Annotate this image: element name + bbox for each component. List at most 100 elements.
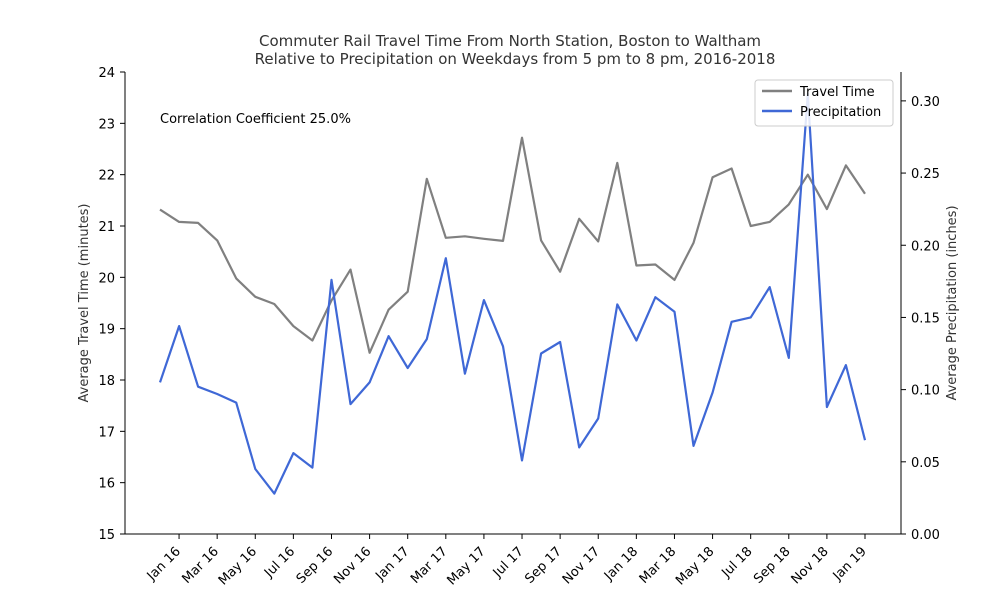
- legend: Travel Time Precipitation: [754, 79, 894, 127]
- left-y-tick-label: 24: [98, 66, 115, 81]
- data-point-precipitation: [579, 447, 580, 448]
- right-y-tick-label: 0.25: [911, 167, 940, 182]
- x-tick-label: Jan 16: [144, 544, 184, 584]
- data-point-travel-time: [407, 291, 408, 292]
- data-point-precipitation: [312, 467, 313, 468]
- data-point-travel-time: [807, 174, 808, 175]
- left-y-tick-label: 17: [98, 425, 115, 440]
- data-point-travel-time: [560, 271, 561, 272]
- series-line-travel-time: [159, 136, 866, 354]
- data-point-precipitation: [845, 364, 846, 365]
- data-point-travel-time: [540, 240, 541, 241]
- data-point-precipitation: [788, 357, 789, 358]
- x-tick-label: Jul 18: [718, 544, 755, 581]
- data-point-precipitation: [407, 367, 408, 368]
- data-point-precipitation: [674, 311, 675, 312]
- x-tick-label: Mar 16: [179, 544, 222, 587]
- data-point-precipitation: [864, 440, 865, 441]
- x-tick-label: Mar 18: [637, 544, 680, 587]
- data-point-travel-time: [617, 162, 618, 163]
- data-point-precipitation: [769, 287, 770, 288]
- x-tick-label: Nov 17: [560, 544, 603, 587]
- data-point-travel-time: [445, 237, 446, 238]
- data-point-precipitation: [369, 382, 370, 383]
- chart-title: Commuter Rail Travel Time From North Sta…: [259, 32, 761, 50]
- data-point-travel-time: [350, 269, 351, 270]
- data-point-precipitation: [426, 338, 427, 339]
- data-point-travel-time: [236, 278, 237, 279]
- x-tick-label: Jan 18: [601, 544, 641, 584]
- x-tick-label: Sep 18: [751, 544, 794, 587]
- left-y-tick-label: 16: [98, 477, 115, 492]
- data-point-travel-time: [845, 165, 846, 166]
- data-point-precipitation: [483, 300, 484, 301]
- right-y-tick-label: 0.10: [911, 384, 940, 399]
- data-point-precipitation: [617, 304, 618, 305]
- y-axis-label: Average Travel Time (minutes): [77, 203, 92, 402]
- data-point-precipitation: [560, 341, 561, 342]
- data-point-travel-time: [464, 236, 465, 237]
- data-point-precipitation: [178, 326, 179, 327]
- data-point-precipitation: [293, 453, 294, 454]
- data-point-travel-time: [579, 218, 580, 219]
- right-y-ticks: 0.00 0.05 0.10 0.15 0.20 0.25 0.30: [901, 95, 940, 543]
- right-y-tick-label: 0.20: [911, 239, 940, 254]
- data-point-travel-time: [369, 352, 370, 353]
- x-tick-label: May 18: [673, 544, 717, 588]
- data-point-travel-time: [750, 225, 751, 226]
- data-point-travel-time: [655, 264, 656, 265]
- data-point-travel-time: [274, 303, 275, 304]
- data-point-precipitation: [445, 258, 446, 259]
- series-line-precipitation: [158, 92, 867, 495]
- data-point-precipitation: [712, 392, 713, 393]
- data-point-travel-time: [217, 240, 218, 241]
- left-y-tick-label: 23: [98, 117, 115, 132]
- x-tick-label: Nov 16: [331, 544, 374, 587]
- x-tick-label: Jul 16: [261, 544, 298, 581]
- data-point-precipitation: [255, 468, 256, 469]
- data-point-travel-time: [312, 340, 313, 341]
- data-point-travel-time: [521, 137, 522, 138]
- data-point-travel-time: [483, 238, 484, 239]
- right-y-tick-label: 0.30: [911, 95, 940, 110]
- data-point-precipitation: [236, 402, 237, 403]
- left-y-tick-label: 20: [98, 271, 115, 286]
- data-point-precipitation: [655, 297, 656, 298]
- data-point-precipitation: [350, 403, 351, 404]
- data-point-precipitation: [750, 317, 751, 318]
- left-y-tick-label: 15: [98, 528, 115, 543]
- series-lines: [158, 92, 867, 495]
- data-point-travel-time: [159, 209, 160, 210]
- data-point-precipitation: [731, 321, 732, 322]
- x-tick-label: Jan 19: [830, 544, 870, 584]
- x-tick-label: Nov 18: [789, 544, 832, 587]
- data-point-precipitation: [826, 406, 827, 407]
- data-point-precipitation: [198, 386, 199, 387]
- data-point-precipitation: [540, 353, 541, 354]
- data-point-precipitation: [388, 336, 389, 337]
- data-point-travel-time: [674, 279, 675, 280]
- left-y-tick-label: 22: [98, 169, 115, 184]
- data-point-precipitation: [636, 340, 637, 341]
- data-point-travel-time: [388, 309, 389, 310]
- data-point-travel-time: [502, 240, 503, 241]
- left-y-tick-label: 21: [98, 220, 115, 235]
- data-point-travel-time: [598, 241, 599, 242]
- right-y-tick-label: 0.05: [911, 456, 940, 471]
- right-y-tick-label: 0.15: [911, 311, 940, 326]
- x-tick-label: Mar 17: [408, 544, 451, 587]
- correlation-annotation: Correlation Coefficient 25.0%: [160, 112, 351, 127]
- data-point-travel-time: [178, 221, 179, 222]
- right-y-tick-label: 0.00: [911, 528, 940, 543]
- x-tick-label: Jan 17: [372, 544, 412, 584]
- data-point-precipitation: [274, 493, 275, 494]
- data-point-travel-time: [731, 168, 732, 169]
- data-point-precipitation: [217, 393, 218, 394]
- data-point-travel-time: [426, 178, 427, 179]
- x-tick-label: May 17: [445, 544, 489, 588]
- x-tick-label: Sep 16: [294, 544, 337, 587]
- data-point-precipitation: [521, 460, 522, 461]
